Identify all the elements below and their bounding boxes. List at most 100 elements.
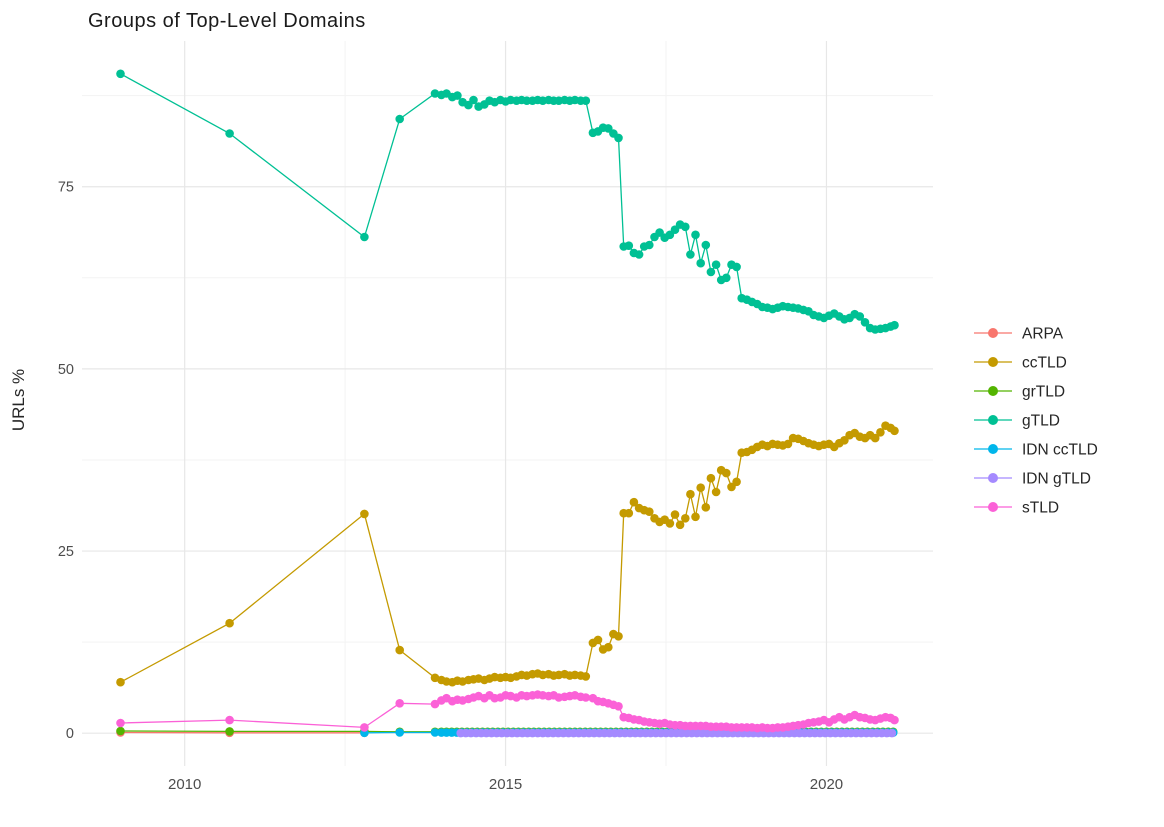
legend-item-arpa: ARPA (974, 326, 1064, 343)
grid-layer (82, 41, 933, 766)
legend-key-point-stld (988, 502, 998, 512)
legend-key-point-idn-cctld (988, 444, 998, 454)
data-point-stld (430, 699, 440, 709)
legend-label-cctld: ccTLD (1022, 355, 1067, 372)
legend-item-idn-gtld: IDN gTLD (974, 471, 1091, 488)
legend-key-point-arpa (988, 328, 998, 338)
data-point-grtld (116, 726, 125, 736)
legend-key-point-idn-gtld (988, 473, 998, 483)
data-point-gtld (711, 260, 721, 270)
legend-key-point-grtld (988, 386, 998, 396)
data-point-cctld (706, 473, 716, 483)
data-point-cctld (701, 503, 711, 512)
y-tick-label: 25 (58, 544, 74, 560)
data-point-gtld (453, 91, 462, 100)
data-point-stld (116, 718, 125, 728)
data-point-cctld (681, 514, 690, 523)
data-point-gtld (430, 89, 440, 98)
y-tick-label: 75 (58, 180, 74, 196)
data-point-cctld (890, 426, 899, 436)
data-point-cctld (691, 512, 700, 522)
data-point-cctld (225, 618, 234, 628)
legend-item-grtld: grTLD (974, 384, 1065, 401)
data-point-idn-cctld (430, 728, 440, 737)
data-point-cctld (629, 497, 639, 507)
x-tick-label: 2010 (168, 776, 201, 793)
data-point-gtld (116, 69, 125, 79)
data-point-gtld (696, 258, 705, 268)
axis-layer: 0 25 50 75 2010 2015 2020 (58, 180, 843, 793)
legend-item-cctld: ccTLD (974, 355, 1067, 372)
data-point-stld (890, 715, 899, 725)
data-point-gtld (624, 241, 634, 250)
legend-label-grtld: grTLD (1022, 384, 1065, 401)
data-point-cctld (395, 645, 405, 655)
legend-label-gtld: gTLD (1022, 413, 1060, 430)
data-point-stld (614, 702, 623, 711)
legend-label-stld: sTLD (1022, 500, 1059, 517)
data-point-cctld (624, 508, 634, 518)
data-point-gtld (395, 114, 405, 124)
chart-title: Groups of Top-Level Domains (88, 10, 366, 32)
data-point-cctld (604, 642, 613, 652)
data-point-cctld (665, 519, 675, 528)
data-point-cctld (593, 635, 603, 645)
x-tick-label: 2015 (489, 776, 522, 793)
data-point-gtld (732, 262, 741, 272)
legend-item-stld: sTLD (974, 500, 1059, 517)
data-point-gtld (860, 318, 870, 327)
legend-item-gtld: gTLD (974, 413, 1060, 430)
data-point-cctld (711, 487, 721, 497)
data-point-grtld (225, 727, 234, 736)
data-point-gtld (469, 95, 478, 105)
data-point-gtld (722, 273, 731, 283)
data-point-gtld (581, 96, 591, 105)
y-tick-label: 0 (66, 726, 74, 742)
series-idn-gtld (456, 728, 897, 738)
data-point-cctld (645, 507, 654, 516)
data-point-cctld (876, 428, 885, 437)
data-point-gtld (225, 129, 234, 138)
data-point-cctld (783, 439, 793, 449)
data-point-cctld (670, 510, 680, 519)
data-point-cctld (686, 489, 695, 499)
data-point-gtld (691, 230, 700, 240)
data-point-cctld (696, 483, 705, 493)
data-point-stld (225, 715, 234, 725)
legend-key-point-cctld (988, 357, 998, 367)
x-tick-label: 2020 (810, 776, 843, 793)
y-tick-label: 50 (58, 362, 74, 378)
data-point-cctld (675, 520, 685, 530)
legend: ARPA ccTLD grTLD gTLD IDN ccTLD IDN gTLD sTLD (974, 326, 1098, 517)
legend-label-idn-cctld: IDN ccTLD (1022, 442, 1098, 459)
data-point-gtld (634, 250, 644, 259)
data-point-cctld (360, 509, 369, 519)
series-cctld (116, 421, 899, 687)
legend-key-point-gtld (988, 415, 998, 425)
data-point-gtld (706, 267, 716, 277)
series-gtld (116, 69, 899, 334)
data-point-cctld (870, 433, 880, 443)
data-point-cctld (614, 632, 623, 641)
legend-label-arpa: ARPA (1022, 326, 1064, 343)
series-layer (116, 69, 899, 738)
data-point-cctld (116, 677, 125, 687)
data-point-gtld (890, 320, 899, 330)
data-point-cctld (732, 477, 741, 487)
data-point-stld (360, 723, 369, 732)
data-point-gtld (701, 240, 711, 250)
data-point-stld (581, 693, 591, 702)
data-point-gtld (360, 232, 369, 242)
data-point-idn-cctld (395, 728, 405, 737)
data-point-cctld (722, 468, 731, 478)
data-point-gtld (855, 312, 865, 321)
data-point-gtld (686, 250, 695, 259)
legend-label-idn-gtld: IDN gTLD (1022, 471, 1091, 488)
data-point-idn-gtld (887, 728, 897, 738)
legend-item-idn-cctld: IDN ccTLD (974, 442, 1098, 459)
data-point-gtld (645, 240, 654, 250)
data-point-stld (395, 699, 405, 708)
series-stld (116, 690, 899, 733)
